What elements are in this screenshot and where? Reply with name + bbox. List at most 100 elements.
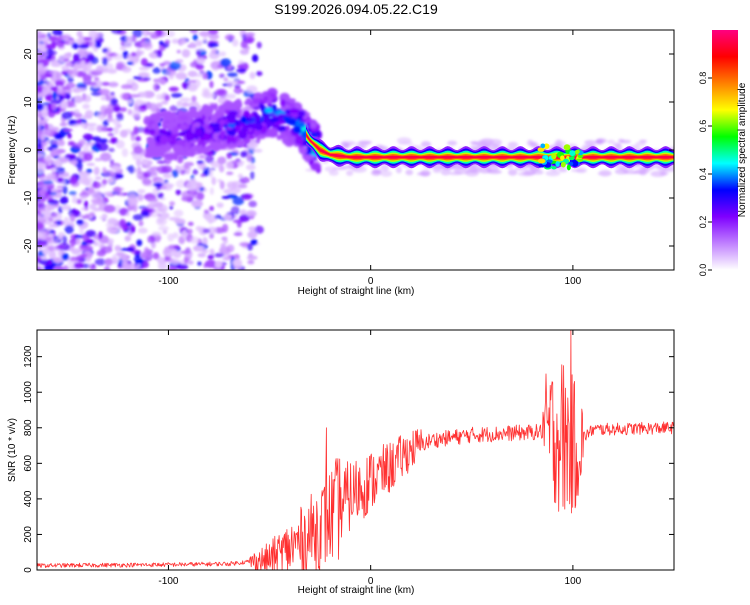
noise-blob: [157, 216, 165, 224]
figure-title: S199.2026.094.05.22.C19: [274, 1, 438, 17]
ridge-blob: [184, 145, 189, 153]
noise-blob: [650, 170, 667, 178]
noise-blob: [64, 40, 70, 45]
noise-blob: [208, 33, 220, 40]
noise-blob: [113, 125, 119, 135]
noise-blob: [119, 92, 130, 100]
noise-blob: [72, 53, 81, 62]
noise-blob: [67, 76, 74, 83]
noise-blob: [141, 158, 149, 165]
noise-blob: [132, 30, 143, 38]
noise-blob: [73, 262, 84, 269]
y-tick-label: 0: [23, 567, 34, 573]
ridge-blob: [173, 151, 179, 161]
noise-blob: [37, 115, 42, 123]
noise-blob: [107, 132, 115, 137]
noise-blob: [189, 30, 199, 34]
noise-blob: [595, 140, 602, 144]
noise-blob: [197, 261, 202, 266]
noise-blob: [111, 53, 124, 60]
noise-blob: [200, 173, 206, 178]
ridge-blob: [260, 105, 266, 112]
noise-blob: [134, 266, 140, 270]
noise-blob: [140, 58, 148, 67]
noise-blob: [487, 169, 502, 174]
noise-blob: [168, 86, 179, 92]
noise-blob: [48, 35, 58, 42]
ridge-blob: [227, 118, 236, 125]
noise-blob: [136, 159, 142, 167]
noise-blob: [607, 139, 615, 144]
noise-blob: [60, 100, 68, 110]
noise-blob: [156, 49, 163, 58]
noise-blob: [176, 49, 181, 54]
noise-blob: [209, 232, 215, 239]
noise-blob: [97, 142, 109, 152]
noise-blob: [167, 266, 178, 270]
noise-blob: [37, 103, 44, 111]
y-tick-label: -20: [23, 238, 34, 253]
noise-blob: [343, 142, 350, 149]
noise-blob: [179, 169, 187, 175]
noise-blob: [48, 192, 58, 196]
noise-blob: [63, 58, 70, 62]
noise-blob: [126, 61, 134, 65]
ridge-blob: [210, 113, 217, 124]
noise-blob: [420, 141, 432, 148]
noise-blob: [103, 204, 116, 213]
noise-blob: [247, 230, 258, 239]
noise-blob: [107, 218, 118, 225]
noise-blob: [143, 171, 152, 179]
noise-blob: [223, 252, 232, 260]
noise-blob: [175, 189, 182, 196]
noise-blob: [211, 48, 219, 55]
noise-blob: [37, 230, 47, 238]
noise-blob: [126, 247, 135, 252]
noise-blob: [256, 41, 262, 49]
noise-blob: [620, 139, 632, 144]
noise-blob: [254, 225, 264, 234]
noise-blob: [83, 37, 93, 41]
noise-blob: [91, 80, 103, 89]
noise-blob: [46, 32, 52, 39]
noise-blob: [129, 82, 139, 91]
noise-blob: [61, 34, 71, 39]
noise-blob: [90, 92, 102, 96]
noise-blob: [45, 44, 53, 50]
noise-blob: [42, 247, 49, 256]
noise-blob: [248, 252, 254, 258]
noise-blob: [40, 133, 46, 141]
noise-blob: [196, 191, 205, 201]
noise-blob: [110, 97, 118, 106]
noise-blob: [92, 181, 102, 189]
noise-blob: [56, 40, 65, 48]
y-tick-label: 0: [23, 147, 34, 153]
noise-blob: [218, 73, 225, 79]
noise-blob: [196, 57, 206, 65]
noise-blob: [76, 199, 82, 205]
snr-frame: [36, 329, 675, 571]
noise-blob: [78, 152, 84, 159]
noise-blob: [189, 42, 196, 48]
ridge-blob: [194, 128, 203, 137]
noise-blobs: [37, 30, 674, 270]
noise-blob: [92, 70, 104, 74]
noise-blob: [86, 53, 95, 62]
noise-blob: [211, 176, 217, 186]
noise-blob: [164, 39, 170, 45]
noise-blob: [82, 133, 94, 141]
noise-blob: [197, 253, 207, 258]
noise-blob: [88, 211, 96, 217]
noise-blob: [152, 252, 160, 260]
noise-blob: [113, 186, 122, 195]
ridge-blob: [223, 100, 233, 111]
spectrogram-y-label: Frequency (Hz): [7, 116, 18, 185]
noise-blob: [146, 102, 158, 110]
noise-blob: [225, 160, 234, 170]
noise-blob: [612, 142, 622, 147]
noise-blob: [169, 105, 179, 112]
noise-blob: [156, 102, 163, 109]
noise-blob: [98, 138, 109, 143]
